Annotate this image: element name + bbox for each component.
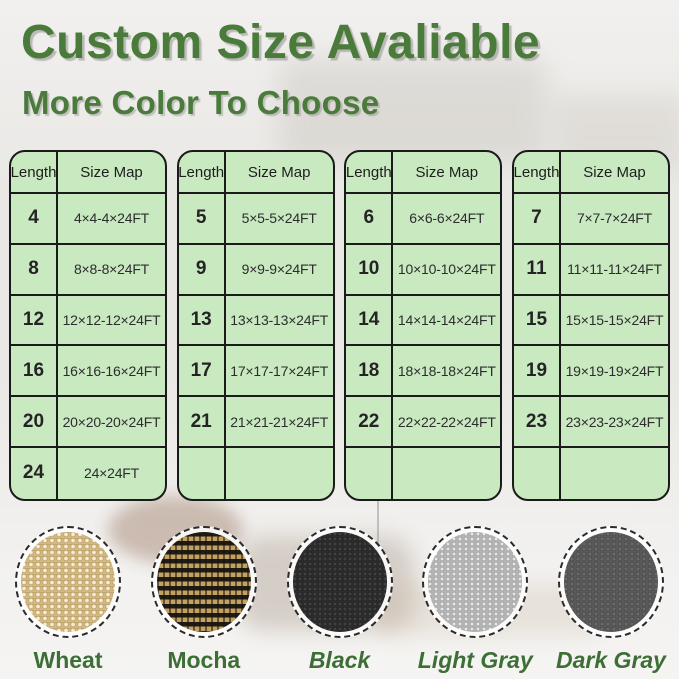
- size-table-2: Length Size Map 5 5×5-5×24FT 9 9×9-9×24FT 13 13…: [176, 150, 335, 501]
- swatch-wheat: Wheat: [12, 526, 124, 674]
- length-value: 21: [178, 397, 226, 448]
- size-map-value: 17×17-17×24FT: [225, 346, 333, 398]
- size-map-value: 24×24FT: [83, 465, 140, 482]
- column-header-length: Length: [178, 152, 226, 194]
- length-value: 5: [178, 194, 226, 245]
- length-value: 10: [346, 244, 394, 296]
- swatch-dashed-ring: [286, 526, 393, 638]
- swatch-dashed-ring: [558, 526, 664, 638]
- length-value: 13: [178, 295, 226, 347]
- black-fabric-sample: [292, 532, 387, 632]
- column-header-length: Length: [346, 152, 394, 194]
- size-map-value: 10×10-10×24FT: [393, 245, 501, 296]
- column-header-size-map: Size Map: [560, 152, 668, 194]
- size-map-value: 22×22-22×24FT: [393, 397, 501, 448]
- length-value: 17: [178, 346, 226, 398]
- wheat-fabric-sample: [21, 532, 115, 632]
- size-table-1: Length Size Map 4 4×4-4×24FT 8 8×8-8×24FT 12 12…: [9, 150, 167, 501]
- size-map-value: 18×18-18×24FT: [393, 346, 501, 398]
- swatch-darkgray: Dark Gray: [555, 526, 667, 674]
- size-map-value: 20×20-20×24FT: [58, 397, 165, 448]
- length-value: 14: [346, 295, 394, 347]
- length-value: 9: [178, 244, 226, 296]
- swatch-label: Wheat: [33, 647, 103, 673]
- swatch-lightgray: Light Gray: [417, 526, 533, 674]
- length-value: 7: [513, 194, 561, 245]
- size-map-value: [561, 448, 668, 499]
- size-map-value: 19×19-19×24FT: [560, 346, 668, 398]
- length-value: 19: [513, 346, 561, 398]
- size-table-3: Length Size Map 6 6×6-6×24FT 10 10×10-10×24FT…: [344, 150, 503, 501]
- swatch-label: Light Gray: [417, 647, 533, 673]
- swatch-black: Black: [284, 526, 396, 674]
- size-map-value: 5×5-5×24FT: [225, 194, 333, 245]
- column-header-size-map: Size Map: [225, 152, 333, 194]
- size-map-value: 11×11-11×24FT: [560, 245, 668, 296]
- lightgray-fabric-sample: [428, 532, 523, 632]
- swatch-label: Dark Gray: [556, 647, 666, 673]
- column-header-length: Length: [513, 152, 561, 194]
- size-map-value: 16×16-16×24FT: [58, 346, 165, 398]
- column-header-length: Length: [11, 152, 58, 194]
- swatch-dashed-ring: [422, 526, 529, 638]
- length-value: 8: [11, 244, 58, 296]
- size-map-value: 6×6-6×24FT: [393, 194, 501, 245]
- length-value: 24: [11, 447, 58, 499]
- page-subtitle: More Color To Choose: [22, 84, 380, 121]
- color-swatches: Wheat Mocha Black Light Gray Dark Gray: [12, 526, 667, 674]
- size-map-value: 12×12-12×24FT: [58, 296, 165, 347]
- length-value: [179, 447, 226, 499]
- size-map-value: 8×8-8×24FT: [58, 245, 165, 296]
- size-map-value: 23×23-23×24FT: [560, 397, 668, 448]
- length-value: [514, 447, 561, 499]
- column-header-size-map: Size Map: [58, 152, 165, 194]
- size-map-value: [226, 448, 333, 499]
- mocha-fabric-sample: [156, 532, 251, 632]
- size-map-value: 14×14-14×24FT: [393, 296, 501, 347]
- swatch-dashed-ring: [15, 526, 121, 638]
- length-value: 12: [11, 295, 58, 347]
- length-value: 11: [513, 244, 561, 296]
- swatch-label: Mocha: [167, 647, 241, 673]
- length-value: 18: [346, 346, 394, 398]
- length-value: 4: [11, 194, 58, 245]
- page-title: Custom Size Avaliable: [21, 16, 541, 69]
- size-table-4: Length Size Map 7 7×7-7×24FT 11 11×11-11×24FT…: [511, 150, 670, 501]
- length-value: [346, 447, 394, 499]
- length-value: 23: [513, 397, 561, 448]
- size-map-value: 4×4-4×24FT: [58, 194, 165, 245]
- length-value: 6: [346, 194, 394, 245]
- size-map-value: 7×7-7×24FT: [560, 194, 668, 245]
- length-value: 22: [346, 397, 394, 448]
- darkgray-fabric-sample: [564, 532, 658, 632]
- swatch-mocha: Mocha: [148, 526, 260, 674]
- swatch-dashed-ring: [150, 526, 257, 638]
- size-map-value: [393, 448, 500, 499]
- size-tables: Length Size Map 4 4×4-4×24FT 8 8×8-8×24FT 12 12…: [9, 150, 670, 501]
- length-value: 16: [11, 346, 58, 398]
- length-value: 15: [513, 295, 561, 347]
- length-value: 20: [11, 397, 58, 448]
- size-map-value: 13×13-13×24FT: [225, 296, 333, 347]
- swatch-label: Black: [308, 647, 371, 673]
- size-map-value: 9×9-9×24FT: [225, 245, 333, 296]
- size-map-value: 15×15-15×24FT: [560, 296, 668, 347]
- column-header-size-map: Size Map: [393, 152, 501, 194]
- size-map-value: 21×21-21×24FT: [225, 397, 333, 448]
